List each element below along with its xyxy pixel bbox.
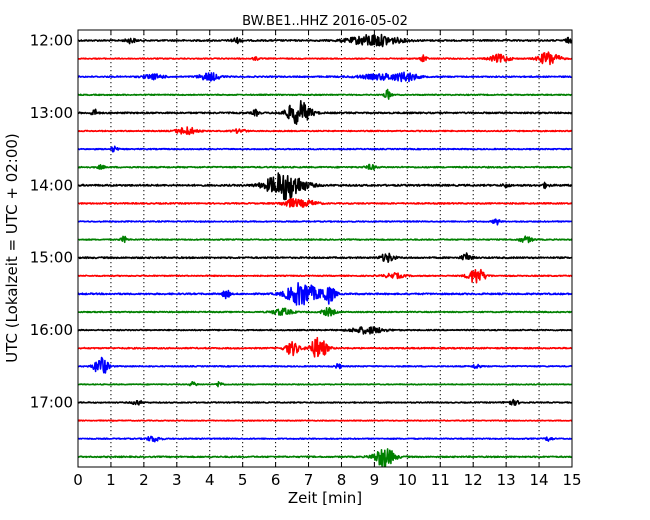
y-tick-label: 14:00 [30,176,73,194]
trace-1415 [77,198,573,208]
trace-1400 [77,172,573,201]
trace-1500 [77,252,573,263]
trace-1730 [77,435,573,443]
x-axis-label: Zeit [min] [288,489,362,507]
x-tick-label: 14 [530,471,549,489]
x-tick-label: 12 [464,471,483,489]
x-tick-label: 0 [73,471,83,489]
y-tick-label: 16:00 [30,321,73,339]
trace-1700 [77,398,573,406]
trace-1300 [77,100,573,125]
y-tick-label: 12:00 [30,32,73,50]
y-axis-ticks: 12:00 13:00 14:00 15:00 16:00 17:00 [30,32,572,412]
x-tick-label: 7 [304,471,314,489]
x-tick-label: 6 [271,471,281,489]
trace-1315 [77,126,573,136]
vertical-grid [110,30,540,467]
trace-1615 [77,336,573,358]
y-tick-label: 17:00 [30,394,73,412]
y-axis-label: UTC (Lokalzeit = UTC + 02:00) [3,133,21,363]
trace-group [77,33,573,468]
trace-1530 [77,282,573,306]
x-tick-label: 4 [205,471,215,489]
trace-1445 [77,235,573,244]
trace-1345 [77,163,573,171]
trace-1600 [77,326,573,335]
trace-1215 [77,51,573,66]
x-tick-label: 9 [370,471,380,489]
x-tick-label: 5 [238,471,248,489]
x-tick-label: 3 [172,471,182,489]
x-tick-label: 11 [431,471,450,489]
trace-1715 [77,419,573,422]
x-axis-ticks: 0 1 2 3 4 5 6 7 8 9 10 11 12 13 14 15 [73,30,582,489]
trace-1245 [77,88,573,100]
x-tick-label: 2 [139,471,149,489]
trace-1330 [77,145,573,153]
trace-1630 [77,356,573,374]
chart-title: BW.BE1..HHZ 2016-05-02 [242,14,408,29]
x-tick-label: 8 [337,471,347,489]
x-tick-label: 1 [106,471,116,489]
x-tick-label: 13 [497,471,516,489]
trace-1200 [77,33,573,48]
y-tick-label: 15:00 [30,249,73,267]
trace-1230 [77,71,573,83]
y-tick-label: 13:00 [30,104,73,122]
trace-1745 [77,448,573,468]
x-tick-label: 15 [562,471,581,489]
trace-1515 [77,268,573,284]
trace-1545 [77,307,573,317]
trace-1430 [77,218,573,226]
x-tick-label: 10 [398,471,417,489]
plot-frame [77,29,573,468]
trace-1645 [77,381,573,388]
